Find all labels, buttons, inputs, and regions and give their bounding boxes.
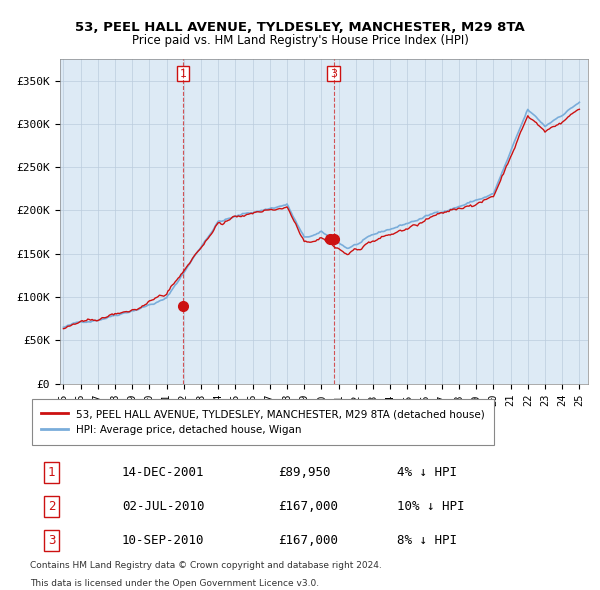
- Text: 10% ↓ HPI: 10% ↓ HPI: [397, 500, 465, 513]
- Text: 02-JUL-2010: 02-JUL-2010: [122, 500, 204, 513]
- Text: 2: 2: [48, 500, 55, 513]
- Text: 4% ↓ HPI: 4% ↓ HPI: [397, 466, 457, 479]
- Text: 3: 3: [330, 68, 337, 78]
- Text: Price paid vs. HM Land Registry's House Price Index (HPI): Price paid vs. HM Land Registry's House …: [131, 34, 469, 47]
- Text: 53, PEEL HALL AVENUE, TYLDESLEY, MANCHESTER, M29 8TA: 53, PEEL HALL AVENUE, TYLDESLEY, MANCHES…: [75, 21, 525, 34]
- Text: 3: 3: [48, 534, 55, 547]
- Text: 10-SEP-2010: 10-SEP-2010: [122, 534, 204, 547]
- Text: 14-DEC-2001: 14-DEC-2001: [122, 466, 204, 479]
- Text: £167,000: £167,000: [278, 534, 338, 547]
- Text: Contains HM Land Registry data © Crown copyright and database right 2024.: Contains HM Land Registry data © Crown c…: [30, 561, 382, 570]
- Text: £89,950: £89,950: [278, 466, 331, 479]
- Text: This data is licensed under the Open Government Licence v3.0.: This data is licensed under the Open Gov…: [30, 579, 319, 588]
- Legend: 53, PEEL HALL AVENUE, TYLDESLEY, MANCHESTER, M29 8TA (detached house), HPI: Aver: 53, PEEL HALL AVENUE, TYLDESLEY, MANCHES…: [35, 402, 491, 441]
- Text: 1: 1: [48, 466, 55, 479]
- Text: £167,000: £167,000: [278, 500, 338, 513]
- Text: 8% ↓ HPI: 8% ↓ HPI: [397, 534, 457, 547]
- Text: 1: 1: [179, 68, 187, 78]
